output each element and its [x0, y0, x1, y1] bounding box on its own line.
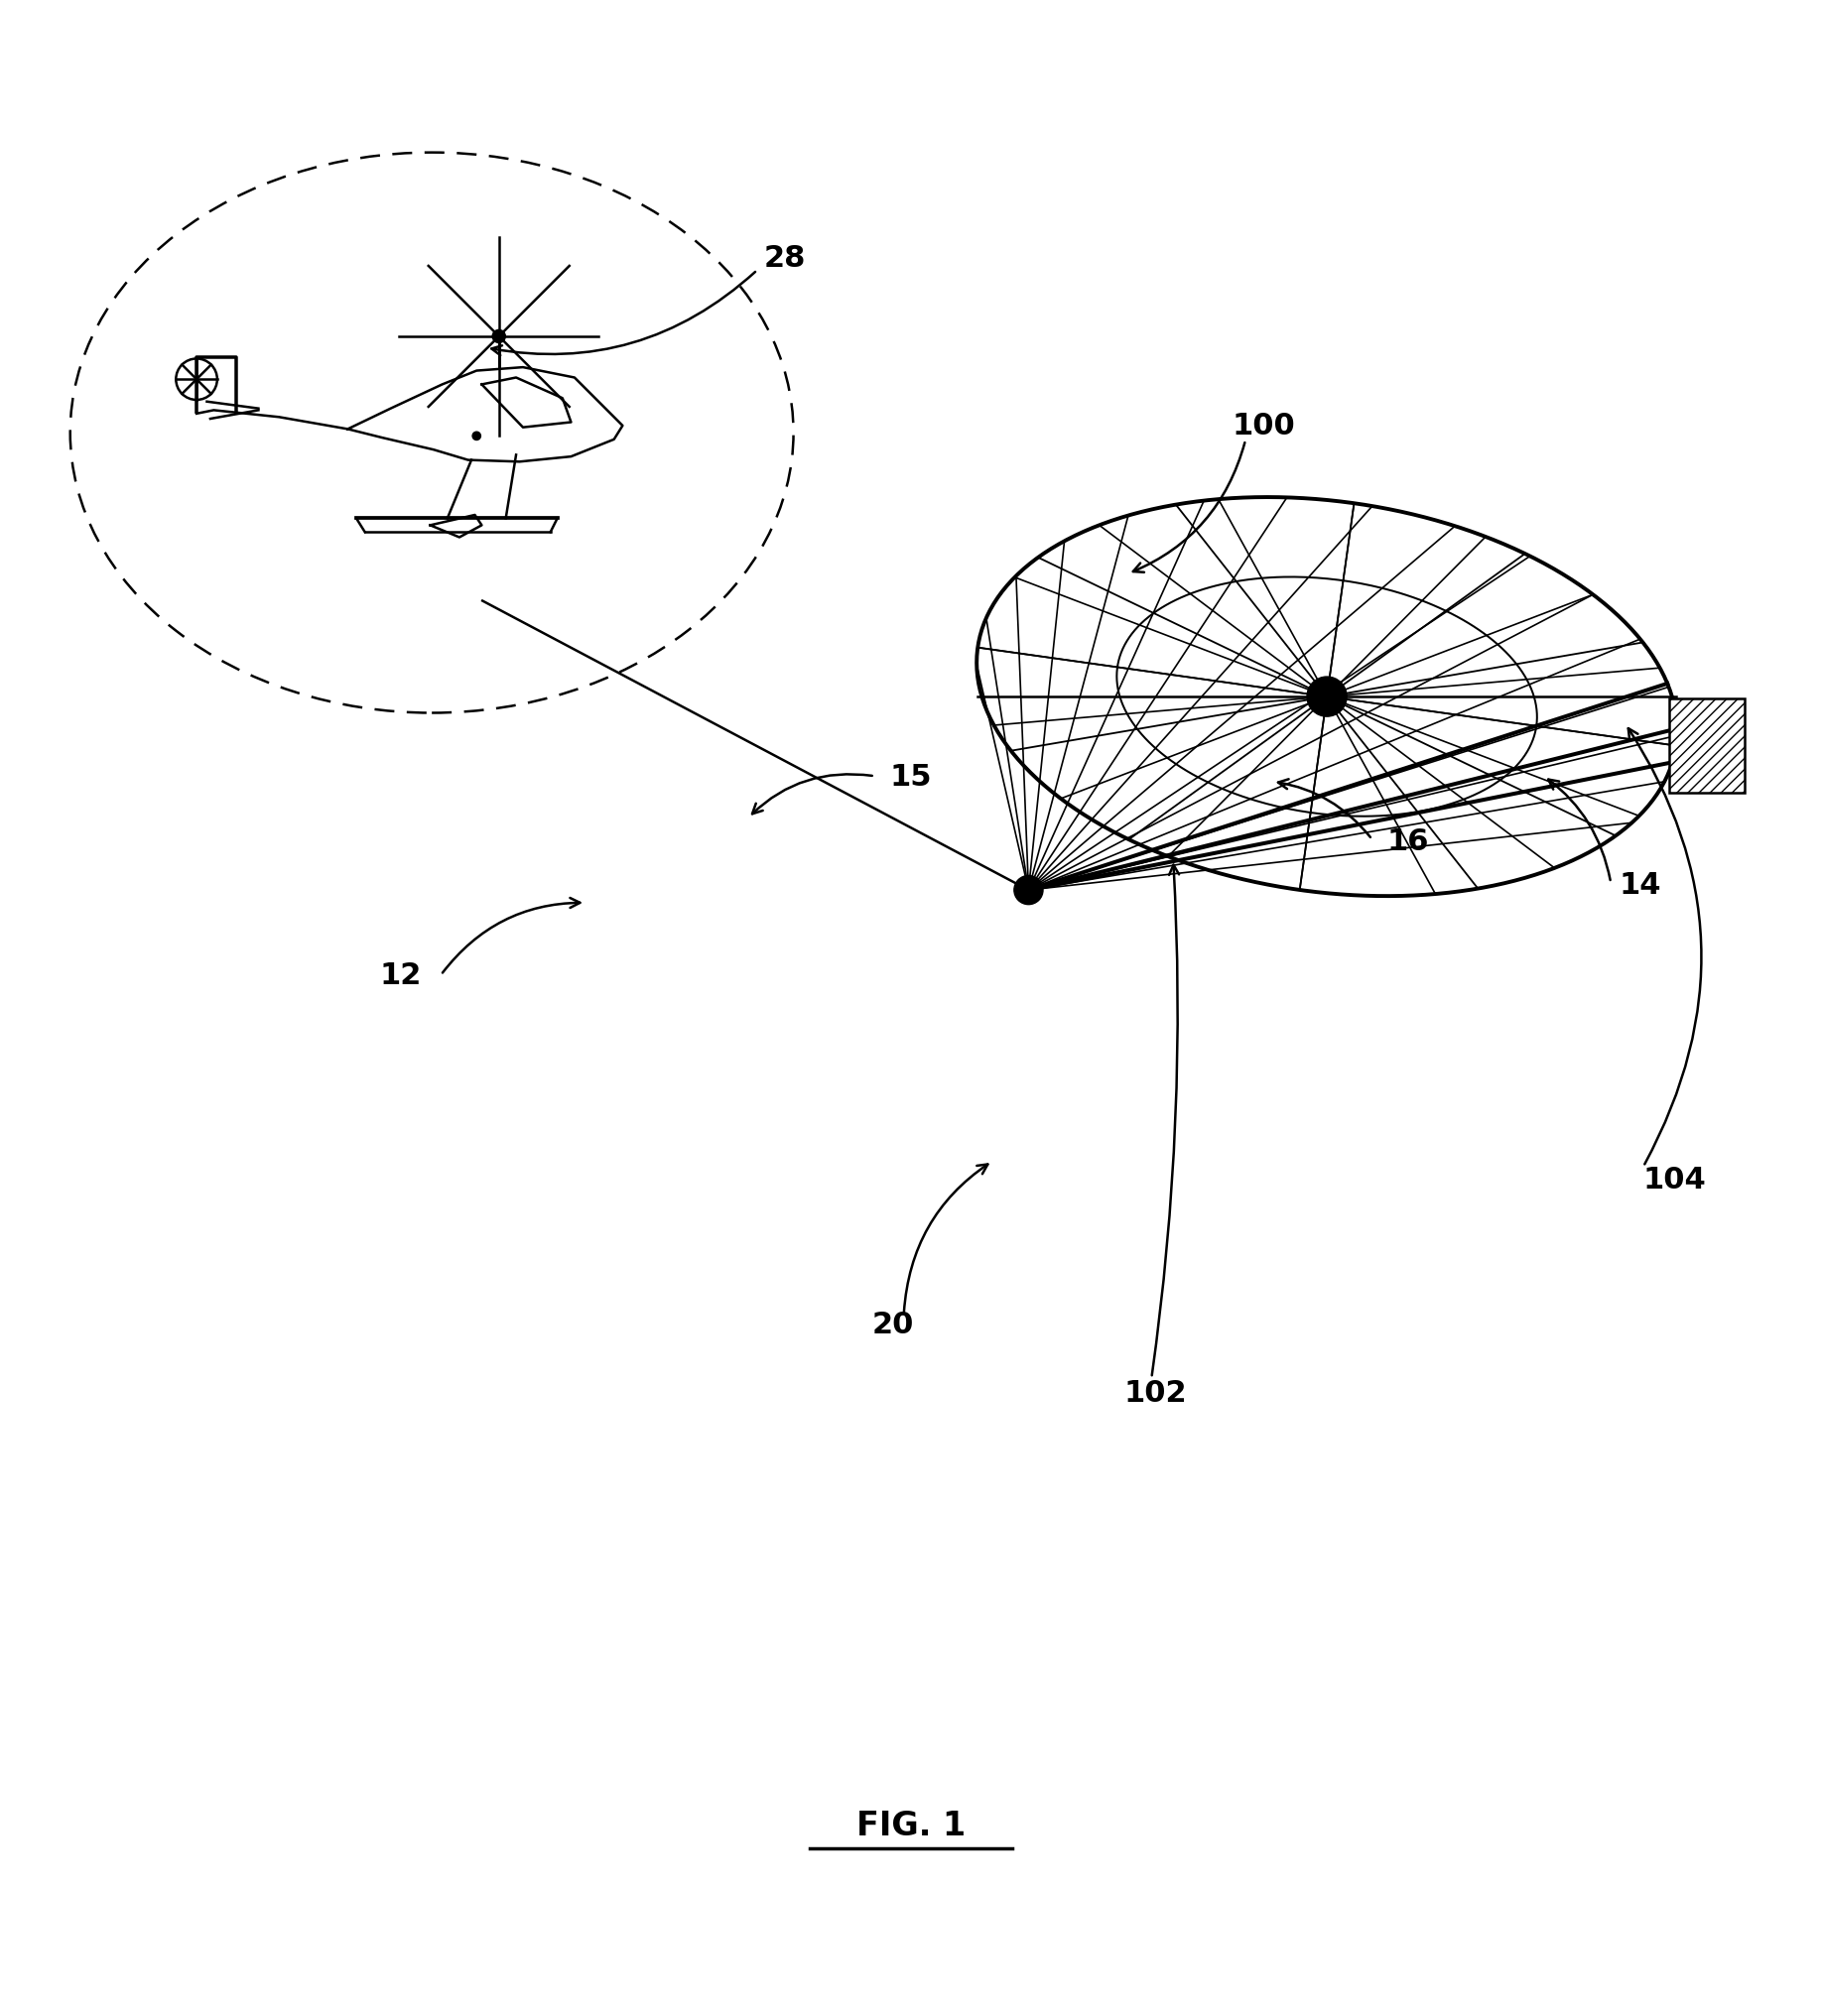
Text: 102: 102	[1124, 1379, 1186, 1407]
Text: 12: 12	[381, 962, 423, 990]
Text: 100: 100	[1232, 411, 1295, 442]
FancyArrowPatch shape	[904, 1165, 988, 1312]
Circle shape	[1306, 677, 1346, 718]
FancyArrowPatch shape	[443, 899, 579, 974]
FancyArrowPatch shape	[1152, 865, 1179, 1375]
Text: 104: 104	[1642, 1165, 1705, 1193]
Circle shape	[1015, 877, 1042, 905]
FancyArrowPatch shape	[1277, 780, 1370, 839]
Text: 15: 15	[889, 762, 933, 790]
FancyArrowPatch shape	[752, 774, 873, 814]
Text: 16: 16	[1387, 827, 1428, 857]
Circle shape	[492, 331, 505, 343]
Bar	[1669, 700, 1745, 792]
Text: 20: 20	[873, 1310, 915, 1339]
FancyArrowPatch shape	[1133, 444, 1244, 573]
FancyArrowPatch shape	[492, 272, 756, 357]
Circle shape	[472, 433, 481, 442]
FancyArrowPatch shape	[1549, 780, 1611, 881]
Text: FIG. 1: FIG. 1	[856, 1808, 966, 1841]
FancyArrowPatch shape	[1629, 730, 1702, 1165]
Text: 14: 14	[1618, 871, 1662, 899]
Text: 28: 28	[763, 244, 805, 272]
